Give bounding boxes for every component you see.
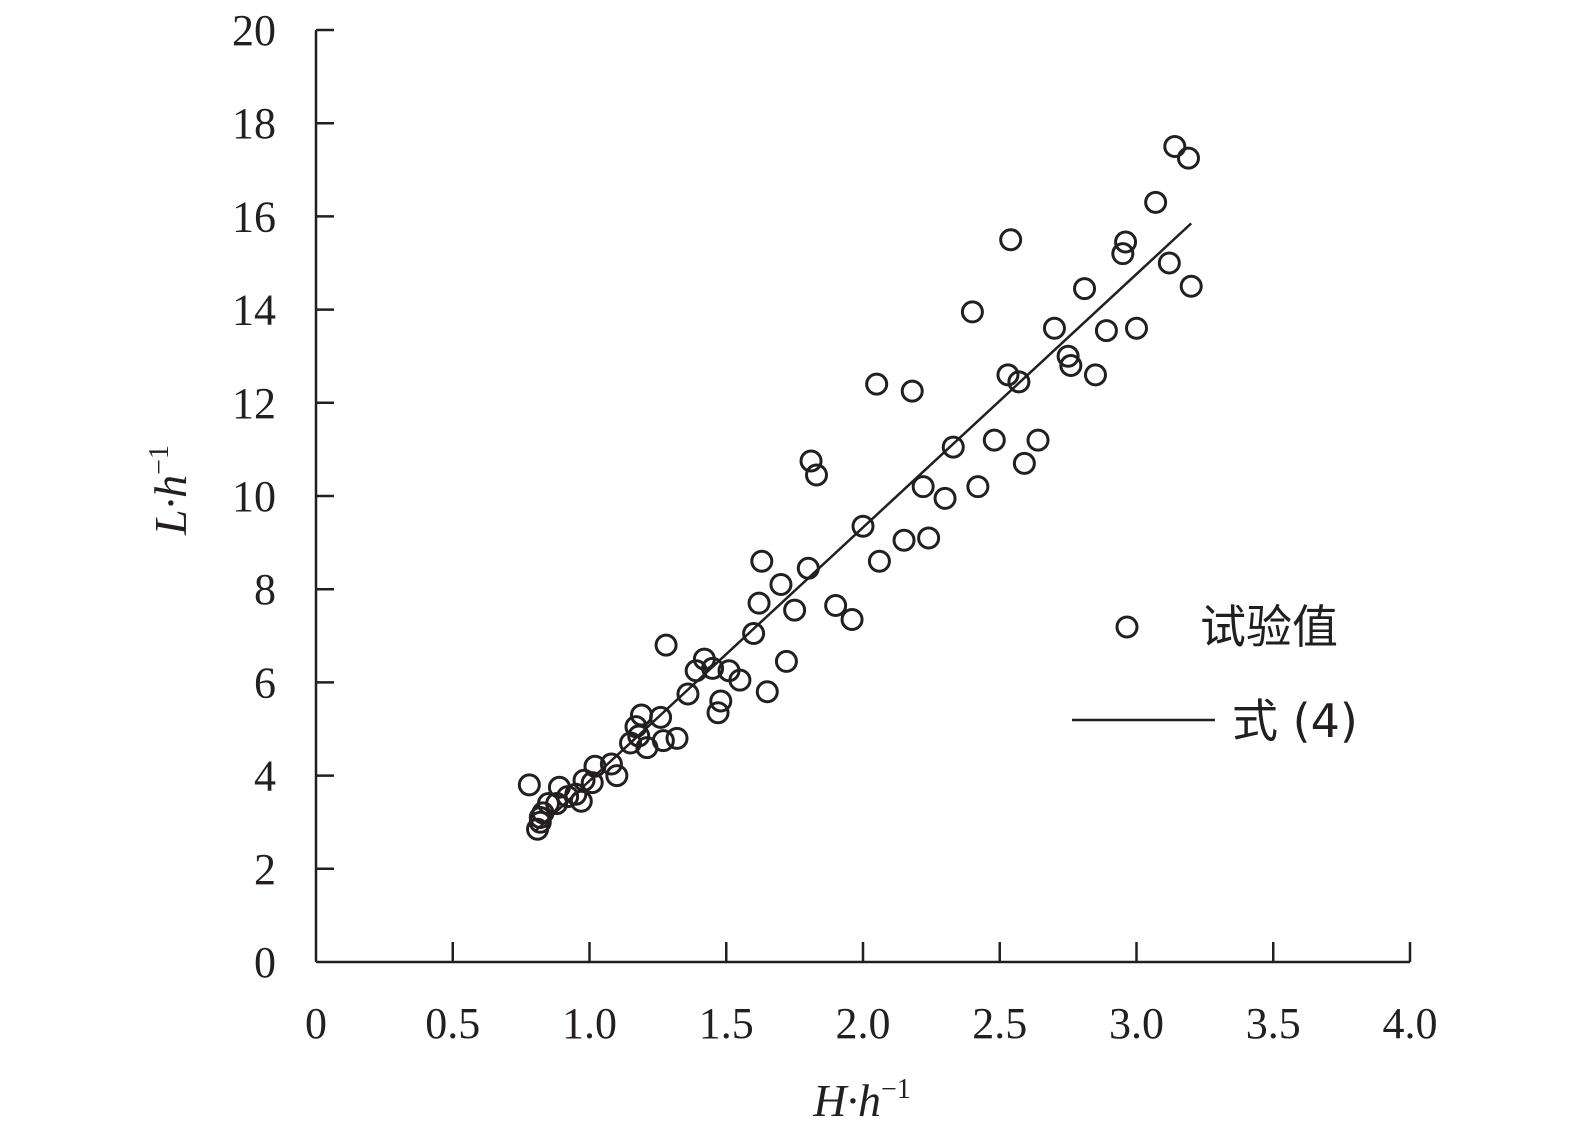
data-point <box>676 682 700 706</box>
x-tick-label: 3.5 <box>1246 999 1301 1048</box>
x-tick-label: 4.0 <box>1383 999 1438 1048</box>
data-point <box>1144 190 1168 214</box>
data-point <box>605 764 629 788</box>
data-point <box>580 771 604 795</box>
data-point <box>1114 230 1138 254</box>
y-ticks: 0 2 4 6 8 10 12 14 16 18 20 <box>232 6 334 987</box>
data-point <box>1176 146 1200 170</box>
legend-label-test-values: 试验值 <box>1200 600 1338 654</box>
data-point <box>805 463 829 487</box>
x-tick-label: 0 <box>305 999 327 1048</box>
data-point <box>1125 316 1148 340</box>
data-point <box>750 549 774 573</box>
data-point <box>799 449 823 473</box>
data-point <box>840 607 864 631</box>
data-point <box>1073 277 1097 301</box>
data-point <box>651 729 675 753</box>
data-point <box>941 435 965 459</box>
x-tick-label: 2.0 <box>836 999 891 1048</box>
data-point <box>1056 344 1080 368</box>
y-tick-label: 0 <box>254 938 276 987</box>
y-axis-title-base: L·h <box>145 475 196 536</box>
data-point <box>701 656 725 680</box>
data-point <box>536 792 560 816</box>
data-point <box>911 475 935 499</box>
x-axis-title: H·h−1 <box>812 1074 911 1126</box>
fit-line-formula-4 <box>533 222 1193 833</box>
y-tick-label: 16 <box>232 192 276 241</box>
data-point <box>982 428 1006 452</box>
data-point <box>742 621 766 645</box>
data-point <box>728 668 752 692</box>
data-point <box>517 773 541 797</box>
legend-circle-symbol <box>1115 615 1139 639</box>
axes <box>314 30 1410 964</box>
y-tick-label: 20 <box>232 6 276 55</box>
y-tick-label: 8 <box>254 565 276 614</box>
x-tick-label: 0.5 <box>425 999 480 1048</box>
x-axis-title-base: H·h <box>812 1075 881 1126</box>
data-point <box>1179 274 1203 298</box>
data-point <box>1111 242 1135 266</box>
data-point <box>706 701 730 725</box>
legend-label-formula: 式 (4) <box>1232 694 1358 748</box>
data-point <box>629 703 653 727</box>
data-point <box>774 649 798 673</box>
data-point <box>865 372 889 396</box>
data-point <box>1059 354 1083 378</box>
data-point <box>1042 316 1066 340</box>
data-point <box>783 598 807 622</box>
data-point <box>684 659 708 683</box>
data-point <box>796 556 820 580</box>
data-point <box>649 705 673 729</box>
data-point <box>892 528 916 552</box>
fit-line-layer <box>533 222 1193 833</box>
y-axis-title: L·h−1 <box>144 445 196 536</box>
data-point <box>999 228 1023 252</box>
data-point <box>867 549 891 573</box>
data-point <box>960 300 984 324</box>
data-point <box>1163 135 1187 158</box>
data-point <box>1157 251 1181 275</box>
data-point <box>824 594 848 618</box>
data-point <box>933 486 957 510</box>
x-tick-label: 3.0 <box>1109 999 1164 1048</box>
x-ticks: 0 0.5 1.0 1.5 2.0 2.5 3.0 3.5 4.0 <box>305 942 1438 1048</box>
data-point <box>583 754 607 778</box>
data-point <box>755 680 779 704</box>
data-point <box>624 715 648 739</box>
data-point <box>769 573 793 597</box>
data-point <box>900 379 924 403</box>
data-point <box>1026 428 1050 452</box>
data-point <box>709 689 733 713</box>
data-point <box>1012 451 1036 475</box>
y-tick-label: 18 <box>232 99 276 148</box>
data-points <box>517 135 1203 841</box>
x-axis-title-sup: −1 <box>881 1074 911 1105</box>
y-tick-label: 14 <box>232 286 276 335</box>
data-point <box>851 514 875 538</box>
y-tick-label: 4 <box>254 752 276 801</box>
data-point <box>747 591 771 615</box>
data-point <box>966 475 990 499</box>
x-tick-label: 1.5 <box>699 999 754 1048</box>
data-point <box>654 633 678 657</box>
data-point <box>599 752 623 776</box>
y-tick-label: 12 <box>232 379 276 428</box>
data-point <box>1007 370 1031 394</box>
x-tick-label: 2.5 <box>972 999 1027 1048</box>
x-tick-label: 1.0 <box>562 999 617 1048</box>
data-point <box>1094 319 1118 343</box>
y-axis-title-sup: −1 <box>144 445 175 475</box>
data-point <box>1083 363 1107 387</box>
y-tick-label: 10 <box>232 472 276 521</box>
y-tick-label: 2 <box>254 845 276 894</box>
data-point <box>665 726 689 750</box>
y-tick-label: 6 <box>254 658 276 707</box>
data-point <box>917 526 941 550</box>
legend: 试验值 式 (4) <box>1072 600 1358 748</box>
